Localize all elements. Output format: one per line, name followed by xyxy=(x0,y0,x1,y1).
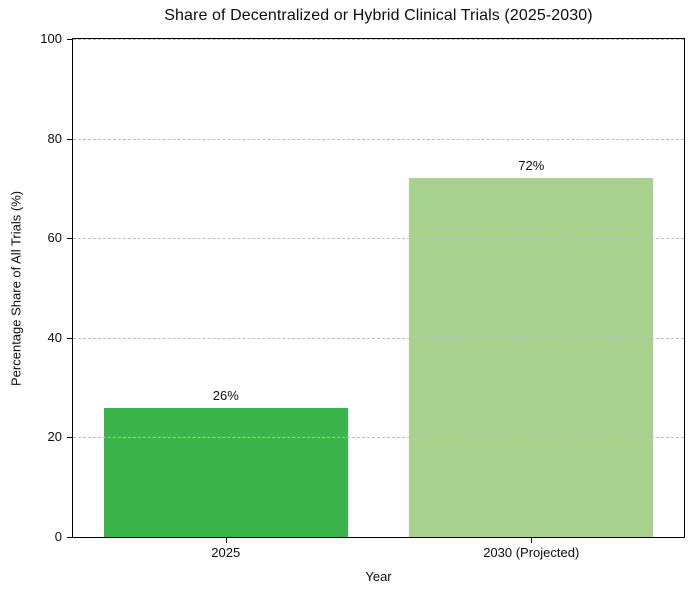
y-tick-mark xyxy=(67,238,72,240)
plot-area: 26% 72% xyxy=(72,38,685,538)
bar xyxy=(103,407,348,537)
gridline xyxy=(73,39,684,40)
y-tick-label: 80 xyxy=(47,130,62,146)
gridline xyxy=(73,238,684,240)
gridline xyxy=(73,437,684,439)
x-tick-mark xyxy=(225,538,227,543)
bar-value-label: 72% xyxy=(518,158,545,174)
chart-title: Share of Decentralized or Hybrid Clinica… xyxy=(164,7,593,24)
y-tick-mark xyxy=(67,39,72,40)
y-tick-label: 20 xyxy=(47,429,62,445)
y-axis-title: Percentage Share of All Trials (%) xyxy=(8,190,24,386)
bar xyxy=(409,178,654,537)
gridline xyxy=(73,337,684,339)
x-tick-label: 2025 xyxy=(211,545,241,560)
y-tick-label: 100 xyxy=(40,31,62,46)
y-tick-label: 40 xyxy=(47,329,62,345)
y-tick-label: 60 xyxy=(47,230,62,246)
x-tick-label: 2030 (Projected) xyxy=(483,545,580,560)
y-tick-mark xyxy=(67,437,72,439)
gridline xyxy=(73,138,684,140)
y-tick-mark xyxy=(67,537,72,538)
y-tick-label: 0 xyxy=(54,529,62,544)
y-tick-mark xyxy=(67,138,72,140)
bar-value-label: 26% xyxy=(212,387,239,403)
x-tick-mark xyxy=(531,538,533,543)
x-axis-title: Year xyxy=(365,569,392,584)
y-tick-mark xyxy=(67,337,72,339)
